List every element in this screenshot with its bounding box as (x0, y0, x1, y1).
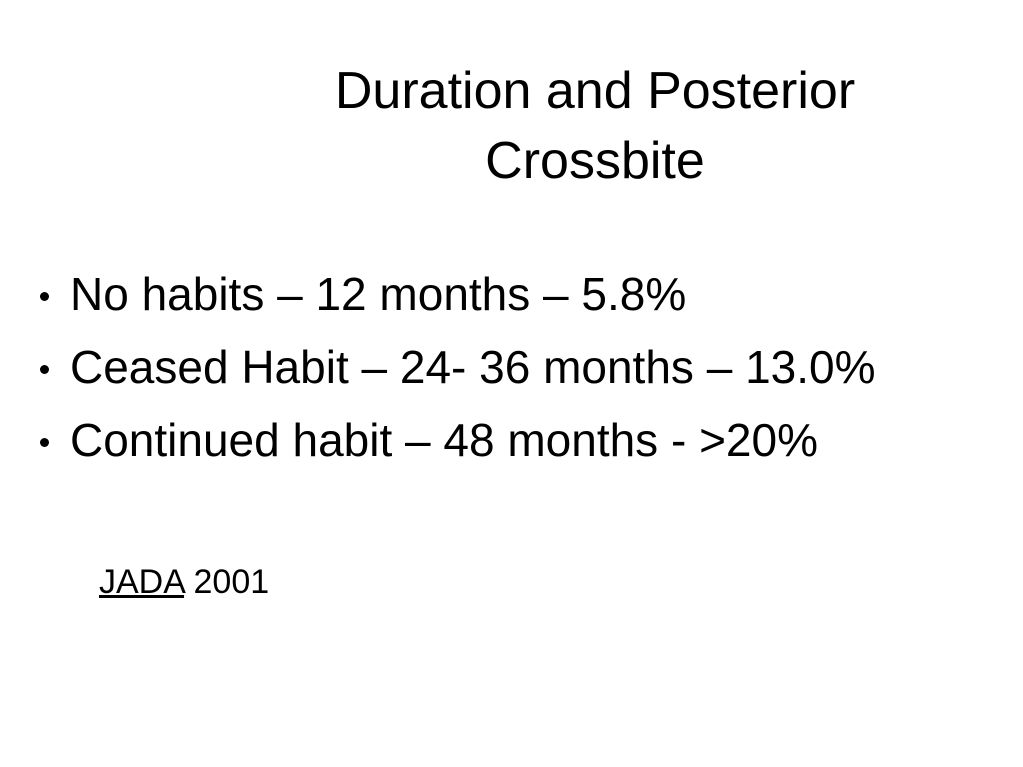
slide-title-line-1: Duration and Posterior (334, 62, 856, 120)
bullet-dot-icon (40, 292, 49, 301)
bullet-text: Continued habit – 48 months - >20% (70, 414, 818, 466)
bullet-text: No habits – 12 months – 5.8% (70, 268, 687, 320)
bullet-item-no-habits: No habits – 12 months – 5.8% (36, 258, 876, 331)
slide-title: Duration and Posterior Crossbite (240, 56, 950, 196)
bullet-item-ceased-habit: Ceased Habit – 24- 36 months – 13.0% (36, 331, 876, 404)
bullet-text: Ceased Habit – 24- 36 months – 13.0% (70, 341, 876, 393)
bullet-dot-icon (40, 365, 49, 374)
citation-year: 2001 (193, 563, 270, 601)
citation: JADA 2001 (99, 560, 269, 604)
citation-journal: JADA (99, 563, 185, 601)
bullet-dot-icon (40, 438, 49, 447)
bullet-item-continued-habit: Continued habit – 48 months - >20% (36, 404, 876, 477)
bullet-list: No habits – 12 months – 5.8% Ceased Habi… (36, 258, 876, 477)
slide-title-line-2: Crossbite (485, 132, 705, 190)
